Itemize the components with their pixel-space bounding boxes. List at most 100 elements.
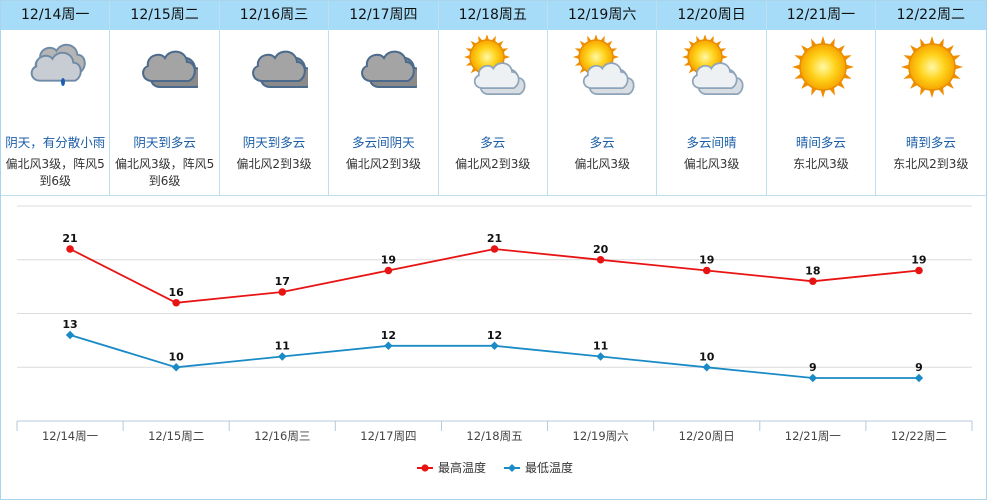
day-date: 12/17周四: [329, 1, 438, 30]
data-point: [171, 363, 181, 372]
data-label: 12: [381, 329, 396, 342]
legend-label: 最高温度: [438, 460, 486, 475]
data-label: 19: [699, 254, 714, 267]
data-point: [702, 266, 711, 275]
sun-icon: [901, 36, 964, 98]
overcast-icon: [251, 50, 308, 88]
day-date: 12/20周日: [657, 1, 766, 30]
x-tick-label: 12/22周二: [891, 429, 947, 443]
overcast-icon: [361, 50, 418, 88]
day-condition: 晴间多云: [795, 135, 846, 150]
data-label: 9: [809, 361, 817, 374]
partly-cloudy-icon: [572, 35, 635, 95]
data-point: [702, 363, 711, 372]
series-line: [69, 248, 919, 304]
day-condition: 阴天，有分散小雨: [5, 135, 106, 150]
cloud-rain-icon: [30, 43, 86, 86]
data-point: [490, 245, 499, 253]
x-tick-label: 12/16周三: [254, 429, 310, 443]
data-label: 19: [381, 254, 396, 267]
data-label: 13: [62, 318, 77, 331]
data-label: 10: [169, 350, 185, 363]
day-condition: 阴天到多云: [242, 135, 306, 150]
legend-label: 最低温度: [525, 460, 573, 475]
data-label: 21: [62, 232, 77, 245]
day-column: 12/17周四多云间阴天偏北风2到3级: [329, 1, 439, 196]
legend-item[interactable]: 最低温度: [504, 460, 573, 475]
day-wind: 偏北风3级: [574, 157, 630, 171]
day-wind: 东北风2到3级: [893, 157, 969, 171]
day-wind: 偏北风3级，阵风5到6级: [114, 157, 215, 188]
data-point: [278, 352, 287, 361]
day-date: 12/14周一: [1, 1, 110, 30]
data-label: 9: [915, 361, 923, 374]
x-tick-label: 12/19周六: [573, 429, 629, 443]
data-label: 10: [699, 350, 715, 363]
data-label: 19: [911, 254, 926, 267]
x-tick-label: 12/17周四: [360, 429, 416, 443]
data-point: [384, 341, 393, 350]
day-wind: 偏北风3级: [683, 157, 740, 171]
day-date: 12/19周六: [547, 1, 657, 30]
day-date: 12/18周五: [438, 1, 547, 30]
day-column: 12/18周五多云偏北风2到3级: [438, 1, 548, 196]
day-column: 12/14周一阴天，有分散小雨偏北风3级，阵风5到6级: [1, 1, 111, 196]
day-column: 12/22周二 晴到多云 东北风2到3级: [876, 1, 986, 196]
x-tick-label: 12/18周五: [466, 429, 522, 443]
legend-item[interactable]: 最高温度: [417, 460, 486, 475]
partly-cloudy-icon: [463, 35, 526, 95]
day-wind: 偏北风2到3级: [455, 157, 531, 171]
day-column: 12/21周一晴间多云东北风3级: [766, 1, 877, 196]
data-label: 18: [805, 264, 820, 277]
data-point: [914, 373, 924, 383]
legend-marker: [421, 464, 429, 472]
x-tick-label: 12/15周二: [148, 429, 204, 443]
data-point: [278, 288, 287, 296]
x-tick-label: 12/20周日: [679, 429, 735, 443]
day-wind: 偏北风2到3级: [236, 157, 312, 171]
data-label: 21: [487, 232, 502, 245]
data-point: [384, 266, 393, 275]
data-label: 16: [169, 286, 185, 299]
data-point: [596, 255, 605, 264]
data-label: 17: [275, 275, 290, 288]
legend-marker: [508, 464, 516, 472]
day-column: 12/20周日多云间晴偏北风3级: [657, 1, 767, 196]
day-date: 12/21周一: [766, 1, 876, 30]
day-date: 12/15周二: [110, 1, 219, 30]
data-point: [808, 373, 818, 383]
temperature-chart: 12/14周一 12/15周二 12/16周三 12/17周四 12/18周五 12/19…: [16, 205, 973, 475]
day-date: 12/22周二: [876, 1, 986, 30]
data-point: [172, 298, 180, 307]
day-condition: 多云: [480, 135, 506, 150]
day-condition: 多云间阴天: [352, 135, 415, 150]
data-point: [490, 341, 499, 350]
day-column: 12/16周三阴天到多云偏北风2到3级: [219, 1, 330, 196]
day-wind: 东北风3级: [793, 157, 849, 171]
day-date: 12/16周三: [219, 1, 329, 30]
section-divider: [1, 195, 986, 196]
x-tick-label: 12/21周一: [785, 429, 842, 443]
day-wind: 偏北风2到3级: [345, 157, 421, 171]
day-condition: 阴天到多云: [133, 135, 196, 150]
data-point: [915, 266, 923, 275]
x-tick-label: 12/14周一: [42, 429, 99, 443]
data-point: [596, 352, 605, 361]
day-wind: 偏北风3级，阵风5到6级: [5, 157, 105, 188]
data-point: [809, 277, 817, 286]
data-label: 20: [593, 243, 609, 256]
day-condition: 多云间晴: [686, 135, 737, 150]
daily-forecast-row: 12/14周一 阴天，有分散小雨 偏北风3级，阵风5到6级 12/15周二 阴天到多云偏…: [1, 1, 986, 196]
partly-cloudy-icon: [682, 35, 744, 95]
day-column: 12/19周六多云偏北风3级: [547, 1, 658, 196]
data-label: 11: [593, 340, 608, 353]
data-label: 12: [487, 329, 502, 342]
overcast-icon: [142, 50, 199, 88]
day-column: 12/15周二阴天到多云偏北风3级，阵风5到6级: [110, 1, 220, 196]
sun-icon: [791, 36, 854, 98]
day-condition: 多云: [589, 135, 615, 150]
data-point: [66, 245, 74, 253]
data-point: [65, 330, 75, 340]
data-label: 11: [275, 340, 290, 353]
